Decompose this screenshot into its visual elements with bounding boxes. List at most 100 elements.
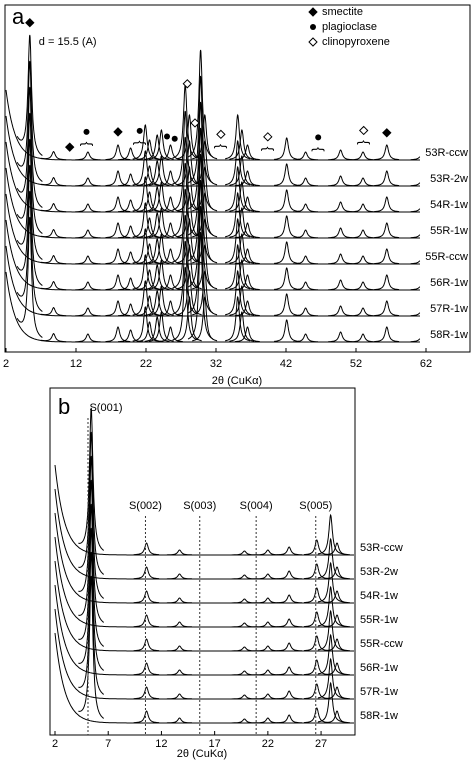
peak [118,251,144,265]
peak [16,138,43,260]
mineral-marker [25,17,35,28]
peak [328,331,353,343]
peak [41,333,67,343]
peak [328,279,353,291]
mineral-marker [308,37,318,47]
peak [274,267,299,290]
mineral-marker [315,134,322,141]
sample-label: 58R-1w [360,710,398,722]
peak [136,321,162,342]
peak [410,286,421,291]
peak [105,222,131,239]
peak [374,274,400,291]
peak [157,326,183,343]
peak [231,574,258,580]
peak [255,693,281,700]
peak [75,229,101,239]
peak [166,717,192,724]
peak [374,170,400,187]
peak [136,217,162,238]
peak [317,585,344,627]
peak [16,34,43,156]
peak [274,215,299,238]
reflection-label: S(003) [183,500,216,512]
peak [224,269,250,316]
peak [187,231,214,340]
peak [16,60,43,182]
peak [136,139,162,160]
peak [118,225,144,239]
peak [105,248,131,265]
sample-label: 53R-2w [360,566,398,578]
peak [41,281,67,291]
peak [350,229,376,239]
peak [350,203,376,213]
peak [148,155,174,186]
peak [324,638,350,652]
x-tick-label: 27 [315,738,327,750]
peak [255,717,281,724]
peak [148,233,174,264]
trace-background [5,219,420,291]
peak [231,598,258,604]
peak [374,326,400,343]
peak [276,666,302,676]
peak [136,165,162,186]
peak [41,255,67,265]
reflection-label: S(005) [299,500,332,512]
peak [317,609,344,651]
peak [328,201,353,213]
peak [16,86,43,208]
peak [410,208,421,213]
peak [229,311,255,342]
mineral-marker [216,129,226,140]
mineral-marker [83,128,90,135]
peak [16,190,43,312]
peak [276,714,302,724]
peak [328,175,353,187]
peak [75,307,101,317]
panel-letter: a [12,4,25,29]
panel-a-frame [4,4,471,353]
peak [410,338,421,343]
peak [133,686,160,700]
peak [148,311,174,342]
peak [136,269,162,290]
peak [274,189,299,212]
peak [78,575,104,719]
sample-label: 57R-1w [430,303,468,315]
x-tick-label: 17 [209,738,221,750]
peak [276,690,302,700]
peak [78,527,104,671]
sample-label: 55R-ccw [360,638,403,650]
peak [231,670,258,676]
peak [293,255,318,265]
peak [192,139,218,186]
peak [293,177,318,187]
peak [166,645,192,652]
mineral-marker [190,118,200,128]
peak [317,681,344,723]
legend-label: clinopyroxene [322,36,390,48]
peak [224,113,250,160]
peak [75,333,101,343]
peak [192,295,218,342]
peak [172,214,198,289]
peak [75,203,101,213]
bracket: { [133,140,149,145]
peak [229,181,255,212]
sample-label: 54R-1w [360,590,398,602]
peak [105,196,131,213]
peak [255,669,281,676]
peak [410,260,421,265]
peak [118,173,144,187]
peak [172,162,198,237]
peak [133,710,160,724]
trace-background [5,245,420,317]
peak [324,542,350,556]
x-axis-title: 2θ (CuKα) [177,748,227,760]
peak [293,151,318,161]
peak [274,293,299,316]
peak [328,253,353,265]
peak [166,573,192,580]
